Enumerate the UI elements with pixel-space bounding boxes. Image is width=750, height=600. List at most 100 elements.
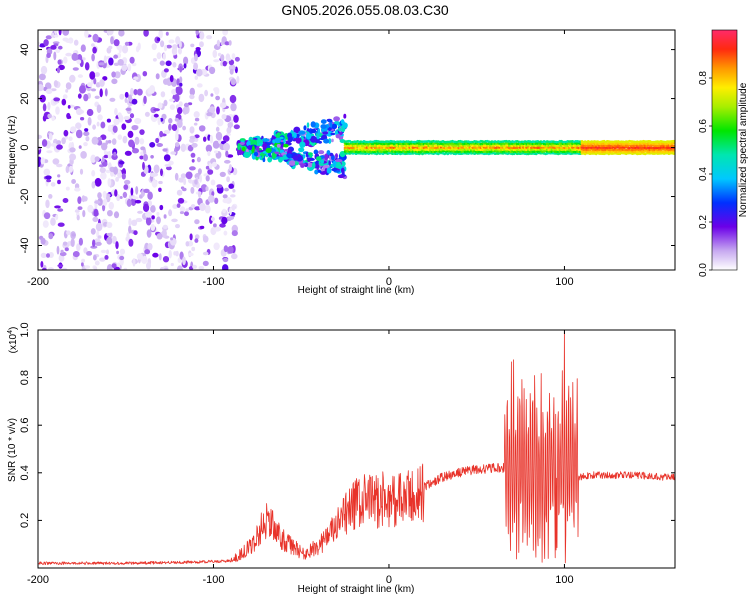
spectrogram-cell	[311, 161, 316, 169]
spectrogram-cell	[93, 78, 97, 85]
spectrogram-cell	[316, 156, 322, 162]
spectrogram-cell	[310, 135, 317, 143]
spectrogram-cell	[287, 132, 293, 139]
spectrogram-cell	[74, 209, 80, 213]
spectrogram-cell	[158, 30, 163, 39]
spectrogram-cell	[189, 233, 193, 241]
spectrogram-cell	[182, 256, 186, 266]
spectrogram-cell	[188, 252, 194, 257]
spectrogram-cell	[62, 94, 68, 99]
spectrogram-cell	[54, 30, 58, 35]
spectrogram-cell	[47, 101, 51, 111]
snr-x-ticks: -200 -100 0 100	[27, 330, 574, 586]
spectrogram-cell	[305, 151, 309, 158]
spectrogram-cell	[339, 131, 343, 136]
spectrogram-cell	[335, 153, 338, 159]
spectrogram-cell	[192, 264, 198, 269]
spectrogram-cell	[41, 139, 48, 147]
spectrogram-cell	[61, 267, 68, 270]
spectrogram-cell	[176, 203, 181, 208]
spectrogram-cell	[161, 113, 167, 120]
spectrogram-cell	[76, 59, 82, 65]
spectrogram-cell	[158, 187, 162, 192]
spectrogram-cell	[77, 93, 82, 99]
spectrogram-cell	[175, 86, 183, 95]
spectrogram-cell	[76, 243, 81, 252]
spectrogram-cell	[101, 142, 108, 151]
spectrogram-cell	[40, 237, 46, 245]
spectrogram-cell	[225, 132, 231, 137]
spectrogram-cell	[185, 241, 190, 247]
colorbar-tick-label: 0.8	[698, 71, 709, 85]
spectrogram-cell	[135, 217, 143, 223]
spectrogram-cell	[222, 198, 229, 204]
spectrogram-cell	[77, 206, 83, 211]
spectrogram-cell	[208, 162, 213, 170]
spectrogram-cell	[222, 208, 226, 214]
spectrogram-cell	[189, 87, 195, 96]
spectrogram-cell	[224, 41, 230, 46]
spectrogram-cell	[75, 122, 82, 129]
spectrogram-cell	[328, 138, 332, 144]
spectrogram-cell	[99, 88, 103, 98]
spectrogram-cell	[94, 177, 102, 187]
spectrogram-cell	[340, 167, 345, 173]
spectrogram-cell	[224, 159, 231, 164]
spectrogram-cell	[222, 60, 227, 67]
spectrogram-cell	[322, 131, 329, 135]
snr-multiplier-exp: 4	[7, 330, 14, 334]
spectrogram-cell	[131, 219, 138, 226]
spectrogram-cell	[63, 56, 68, 64]
spectrogram-cell	[205, 175, 210, 182]
spectrogram-cell	[193, 111, 200, 118]
spectrogram-cell	[97, 235, 102, 239]
spectrogram-cell	[212, 140, 220, 149]
spectrogram-cell	[67, 105, 71, 109]
spectrogram-cell	[84, 30, 89, 38]
spectrogram-y-tick-label: 20	[19, 92, 31, 104]
spectrogram-cell	[65, 82, 72, 90]
spectrogram-cell	[106, 249, 109, 255]
spectrogram-cell	[62, 30, 70, 36]
spectrogram-cell	[168, 160, 174, 166]
spectrogram-cell	[129, 56, 135, 64]
spectrogram-cell	[69, 153, 77, 161]
spectrogram-cell	[267, 156, 273, 163]
spectrogram-cell	[114, 71, 121, 79]
spectrogram-cell	[220, 41, 224, 46]
spectrogram-cell	[230, 78, 237, 86]
snr-series-line	[38, 330, 675, 566]
spectrogram-cell	[85, 136, 90, 142]
spectrogram-cell	[121, 123, 127, 130]
spectrogram-cell	[217, 52, 222, 57]
spectrogram-cell	[222, 257, 229, 263]
spectrogram-cell	[128, 139, 135, 148]
spectrogram-cell	[43, 168, 51, 176]
spectrogram-cell	[222, 135, 230, 142]
spectrogram-cell	[178, 101, 183, 107]
spectrogram-cell	[57, 264, 64, 268]
spectrogram-cell	[106, 118, 111, 123]
spectrogram-cell	[165, 31, 169, 36]
spectrogram-cell	[174, 94, 180, 102]
spectrogram-cell	[236, 75, 240, 84]
spectrogram-cell	[326, 150, 331, 156]
spectrogram-cell	[175, 224, 180, 229]
spectrogram-cell	[149, 142, 156, 148]
spectrogram-cell	[335, 159, 343, 163]
spectrogram-cell	[179, 251, 184, 260]
spectrogram-cell	[130, 197, 137, 206]
spectrogram-cell	[50, 143, 57, 147]
spectrogram-cell	[117, 134, 123, 140]
spectrogram-cell	[228, 40, 232, 46]
spectrogram-cell	[274, 137, 282, 144]
spectrogram-y-tick-label: -40	[19, 238, 31, 254]
spectrogram-cell	[151, 43, 157, 51]
spectrogram-cell	[55, 214, 59, 220]
spectrogram-cell	[174, 172, 179, 181]
spectrogram-cell	[84, 128, 89, 132]
spectrogram-cell	[194, 117, 200, 122]
spectrogram-x-axis-label: Height of straight line (km)	[298, 285, 415, 296]
spectrogram-cell	[327, 119, 333, 123]
spectrogram-cell	[180, 143, 186, 152]
